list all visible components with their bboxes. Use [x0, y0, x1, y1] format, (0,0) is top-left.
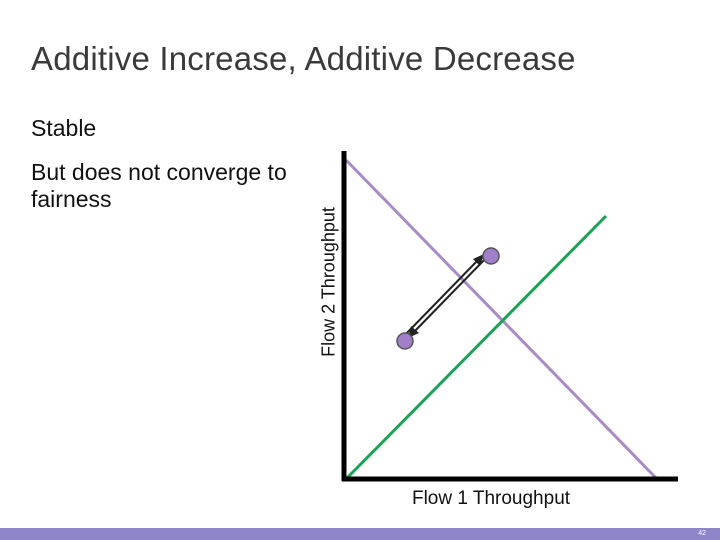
increase-arrow — [401, 258, 480, 339]
x-axis-label: Flow 1 Throughput — [411, 488, 571, 509]
decrease-arrow — [411, 255, 489, 335]
increase-arrowhead — [473, 254, 484, 266]
y-axis-label: Flow 2 Throughput — [318, 207, 339, 357]
slide-title: Additive Increase, Additive Decrease — [31, 40, 576, 77]
point-lower — [396, 332, 414, 350]
footer-bar: 42 — [0, 528, 720, 540]
efficiency-line — [344, 158, 659, 481]
point-upper — [482, 247, 500, 265]
fairness-line — [344, 214, 608, 481]
bullet-no-fairness: But does not converge to fairness — [31, 159, 287, 212]
page-number: 42 — [698, 530, 706, 537]
bullet-stable: Stable — [31, 115, 97, 141]
